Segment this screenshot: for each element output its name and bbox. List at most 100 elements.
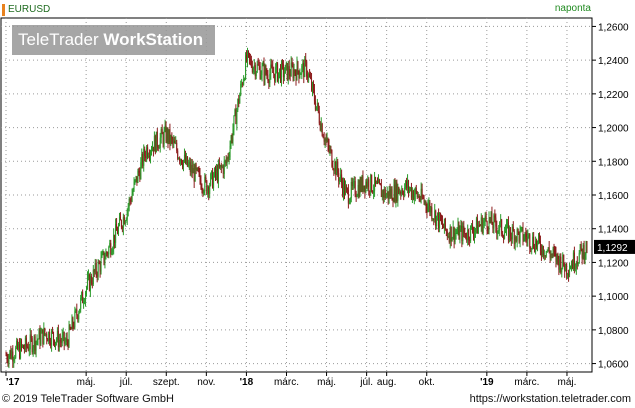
candle-body	[399, 192, 401, 194]
candle-body	[53, 339, 55, 346]
candle-body	[546, 250, 548, 252]
symbol-label[interactable]: EURUSD	[8, 4, 51, 15]
candle-body	[168, 129, 170, 142]
candle-body	[128, 199, 130, 207]
candle-body	[396, 182, 398, 201]
candle-body	[268, 80, 270, 84]
candle-body	[174, 140, 176, 144]
candle-body	[222, 166, 224, 174]
interval-label[interactable]: naponta	[554, 3, 591, 14]
candle-body	[429, 202, 431, 213]
candle-body	[495, 217, 497, 227]
candle-body	[156, 131, 158, 147]
candle-body	[443, 218, 445, 229]
candle-body	[529, 234, 531, 249]
candle-body	[346, 188, 348, 190]
candle-body	[363, 185, 365, 192]
candle-body	[472, 225, 474, 232]
candle-body	[196, 167, 198, 170]
candle-body	[41, 329, 43, 334]
candle-body	[272, 66, 274, 73]
candle-body	[57, 330, 59, 348]
candle-body	[135, 176, 137, 180]
candle-body	[134, 179, 136, 182]
candle-body	[451, 237, 453, 242]
candle-body	[17, 340, 19, 350]
candle-body	[92, 269, 94, 285]
x-tick-label: okt.	[419, 377, 435, 388]
candle-body	[34, 336, 36, 351]
candle-body	[35, 341, 37, 351]
last-price-label: 1,1292	[597, 243, 628, 254]
candle-body	[455, 232, 457, 234]
candle-body	[11, 351, 13, 359]
candle-body	[155, 131, 157, 153]
candle-body	[479, 225, 481, 227]
candle-body	[416, 191, 418, 198]
candle-body	[127, 206, 129, 211]
candle-body	[475, 218, 477, 229]
candle-body	[19, 344, 21, 358]
candle-body	[428, 202, 430, 207]
candle-body	[66, 338, 68, 342]
candle-body	[52, 331, 54, 333]
candle-body	[211, 170, 213, 174]
candle-body	[322, 135, 324, 138]
candle-body	[94, 263, 96, 273]
candle-body	[229, 146, 231, 158]
candle-body	[483, 220, 485, 224]
candle-body	[206, 180, 208, 194]
candle-body	[9, 350, 11, 356]
candle-body	[146, 147, 148, 158]
candle-body	[80, 297, 82, 309]
candle-body	[10, 350, 12, 359]
y-tick-label: 1,2400	[598, 56, 629, 67]
candle-body	[510, 236, 512, 240]
watermark-product: WorkStation	[103, 30, 204, 49]
candle-body	[112, 248, 114, 253]
x-tick-label: szept.	[153, 377, 180, 388]
candle-body	[312, 82, 314, 90]
candle-body	[328, 145, 330, 152]
candle-body	[208, 186, 210, 194]
candle-body	[387, 191, 389, 200]
candle-body	[79, 308, 81, 314]
candle-body	[89, 276, 91, 291]
candle-body	[144, 149, 146, 157]
candle-body	[448, 236, 450, 243]
candle-body	[324, 138, 326, 142]
candle-body	[499, 222, 501, 230]
candle-body	[579, 244, 581, 253]
candle-body	[271, 64, 273, 67]
candle-body	[381, 190, 383, 198]
candle-body	[431, 207, 433, 220]
x-tick-label: márc.	[514, 377, 539, 388]
candle-body	[27, 346, 29, 351]
candle-body	[517, 228, 519, 232]
candle-body	[449, 226, 451, 243]
candle-body	[163, 130, 165, 145]
candle-body	[390, 189, 392, 197]
candle-body	[264, 66, 266, 81]
candle-body	[256, 64, 258, 72]
candle-body	[299, 74, 301, 78]
candle-body	[136, 176, 138, 183]
candle-body	[185, 156, 187, 164]
footer-url[interactable]: https://workstation.teletrader.com	[469, 393, 631, 405]
candle-body	[491, 212, 493, 225]
candle-body	[503, 236, 505, 239]
candle-body	[329, 148, 331, 152]
x-tick-label: '17	[6, 377, 20, 388]
candle-body	[87, 274, 89, 278]
candle-body	[395, 182, 397, 202]
candle-body	[361, 176, 363, 191]
candle-body	[162, 134, 164, 145]
candle-body	[470, 225, 472, 242]
candle-body	[78, 313, 80, 320]
candle-body	[209, 185, 211, 194]
candle-body	[181, 159, 183, 165]
candle-body	[583, 244, 585, 260]
candle-body	[550, 254, 552, 258]
candle-body	[321, 123, 323, 136]
